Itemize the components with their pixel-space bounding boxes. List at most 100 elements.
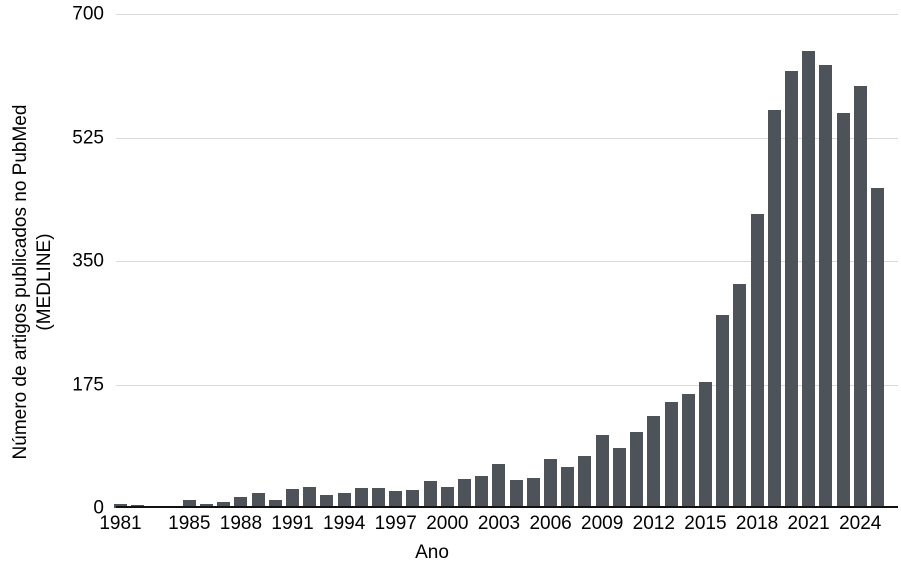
y-tick-label-350: 350 (72, 250, 104, 272)
bar-1990 (268, 499, 282, 508)
x-tick-label-2003: 2003 (477, 513, 521, 534)
bar-1994 (337, 493, 351, 508)
x-tick-label-1997: 1997 (374, 513, 417, 534)
bar-2023 (836, 112, 850, 508)
y-axis-title-line-2: (MEDLINE) (34, 233, 55, 331)
x-slot-1995 (355, 513, 368, 535)
gridline-175 (116, 384, 898, 386)
x-axis-line (116, 506, 898, 508)
x-tick-label-2015: 2015 (684, 513, 727, 534)
y-tick-label-525: 525 (72, 127, 104, 148)
bar-2021 (802, 50, 816, 508)
bar-2010 (612, 448, 626, 508)
bar-1995 (354, 487, 368, 508)
x-tick-label-1991: 1991 (271, 513, 314, 534)
bar-2001 (458, 479, 472, 508)
bar-2006 (544, 458, 558, 508)
bar-1998 (406, 489, 420, 508)
bar-2020 (784, 71, 798, 508)
x-slot-1998 (406, 513, 419, 535)
x-tick-label-2006: 2006 (529, 513, 572, 534)
x-tick-label-2000: 2000 (426, 513, 469, 534)
bar-2004 (509, 480, 523, 508)
x-slot-2021: 2021 (787, 513, 829, 535)
y-tick-label-175: 175 (72, 374, 104, 395)
bar-1985 (182, 500, 196, 508)
x-slot-2003: 2003 (478, 513, 520, 535)
bar-1996 (372, 488, 386, 508)
x-slot-1982 (131, 513, 144, 535)
bar-2016 (716, 315, 730, 508)
bar-2018 (750, 214, 764, 508)
x-slot-1991: 1991 (271, 513, 313, 535)
bar-2007 (561, 467, 575, 508)
bar-2015 (698, 382, 712, 508)
bar-2012 (647, 416, 661, 508)
bar-2025 (870, 188, 884, 508)
x-slot-2016 (716, 513, 729, 535)
x-tick-label-1988: 1988 (219, 513, 263, 534)
x-slot-2022 (819, 513, 832, 535)
bar-2017 (733, 284, 747, 508)
bar-1986 (200, 503, 214, 508)
bar-2000 (440, 486, 454, 508)
x-slot-2009: 2009 (581, 513, 623, 535)
x-tick-label-1985: 1985 (168, 513, 211, 534)
x-slot-2007 (561, 513, 574, 535)
y-axis-title: Número de artigos publicados no PubMed (… (9, 105, 57, 460)
bar-2008 (578, 455, 592, 508)
x-slot-1989 (252, 513, 265, 535)
x-slot-2024: 2024 (839, 513, 881, 535)
x-tick-label-2024: 2024 (839, 513, 882, 534)
bar-2011 (630, 431, 644, 508)
bar-2003 (492, 463, 506, 508)
x-axis-tick-labels: 1981 1985 1988 1991 1994 1997 2000 2003 2006 2009… (99, 513, 884, 535)
x-slot-2025 (871, 513, 884, 535)
x-tick-label-2012: 2012 (632, 513, 675, 534)
x-slot-1997: 1997 (375, 513, 417, 535)
x-slot-1988: 1988 (220, 513, 262, 535)
x-slot-1992 (303, 513, 316, 535)
x-slot-2000: 2000 (426, 513, 468, 535)
bar-1992 (303, 486, 317, 508)
y-axis-title-line-1: Número de artigos publicados no PubMed (10, 104, 31, 460)
bar-2002 (475, 476, 489, 508)
x-slot-2018: 2018 (736, 513, 778, 535)
bar-1987 (217, 502, 231, 508)
x-slot-2001 (458, 513, 471, 535)
x-slot-2006: 2006 (529, 513, 571, 535)
x-tick-label-1981: 1981 (99, 513, 142, 534)
bar-1997 (389, 491, 403, 508)
bars-container (114, 14, 884, 508)
x-slot-2015: 2015 (684, 513, 726, 535)
bar-1999 (423, 481, 437, 508)
bar-2009 (595, 435, 609, 508)
gridline-525 (116, 137, 898, 139)
x-slot-2013 (665, 513, 678, 535)
x-tick-label-2009: 2009 (581, 513, 624, 534)
x-slot-1981: 1981 (99, 513, 141, 535)
gridline-700 (116, 14, 898, 15)
bar-1988 (234, 497, 248, 508)
bar-2022 (819, 64, 833, 508)
y-tick-label-0: 0 (93, 497, 104, 519)
x-slot-1983 (148, 513, 161, 535)
bar-2024 (853, 85, 867, 508)
x-slot-2019 (768, 513, 781, 535)
x-slot-2004 (510, 513, 523, 535)
y-tick-label-700: 700 (72, 3, 104, 25)
x-slot-1985: 1985 (168, 513, 210, 535)
x-tick-label-1994: 1994 (323, 513, 366, 534)
plot-area (116, 14, 898, 508)
bar-2013 (664, 402, 678, 508)
bar-2005 (526, 477, 540, 508)
x-slot-1986 (200, 513, 213, 535)
x-slot-1994: 1994 (323, 513, 365, 535)
x-tick-label-2021: 2021 (787, 513, 830, 534)
bar-1989 (251, 493, 265, 508)
x-axis-title: Ano (415, 542, 449, 563)
x-slot-2012: 2012 (633, 513, 675, 535)
bar-1993 (320, 495, 334, 508)
bar-2019 (767, 109, 781, 508)
